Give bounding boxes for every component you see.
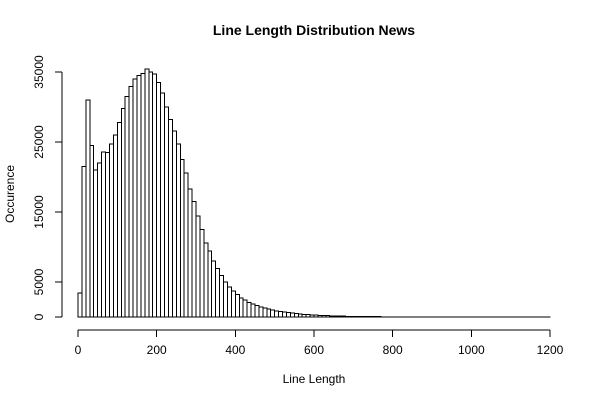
histogram-bar xyxy=(344,315,350,318)
histogram-bar xyxy=(270,309,276,318)
chart-title: Line Length Distribution News xyxy=(213,22,415,38)
histogram-bar xyxy=(77,292,83,318)
histogram-bar xyxy=(116,121,122,318)
histogram-bar xyxy=(191,201,197,318)
histogram-bar xyxy=(297,313,303,318)
histogram-bar xyxy=(211,260,217,318)
histogram-bar xyxy=(333,315,339,318)
histogram-bar xyxy=(175,143,181,318)
histogram-bar xyxy=(108,143,114,318)
histogram-bar xyxy=(187,188,193,318)
histogram-bar xyxy=(226,286,232,318)
histogram-bar xyxy=(81,166,87,318)
histogram-bar xyxy=(89,145,95,318)
histogram-bar xyxy=(254,304,260,318)
x-tick-label: 0 xyxy=(75,343,82,357)
y-tick-label: 0 xyxy=(32,313,46,320)
histogram-bar xyxy=(156,82,162,318)
histogram-bar xyxy=(219,275,225,318)
histogram-bar xyxy=(309,314,315,318)
histogram-bar xyxy=(341,315,346,318)
histogram-bar xyxy=(278,311,284,318)
histogram-bar xyxy=(238,297,244,318)
histogram-bar xyxy=(325,315,331,318)
x-ticks-group: 0 200 400 600 800 1000 1200 xyxy=(75,330,564,357)
histogram-bar xyxy=(207,250,213,318)
histogram-bar xyxy=(258,306,264,318)
histogram-bar xyxy=(136,75,142,318)
histogram-bar xyxy=(329,315,335,318)
histogram-bar xyxy=(93,169,99,318)
histogram-bar xyxy=(301,313,307,318)
x-tick-label: 200 xyxy=(147,343,167,357)
histogram-bar xyxy=(179,159,185,318)
histogram-bar xyxy=(317,314,323,318)
histogram-bar xyxy=(128,86,134,318)
histogram-bar xyxy=(285,312,291,318)
histogram-bar xyxy=(199,229,205,318)
histogram-bar xyxy=(152,73,158,318)
histogram-bar xyxy=(242,299,248,318)
y-ticks-group: 0 5000 15000 25000 35000 xyxy=(32,55,62,320)
histogram-bar xyxy=(97,162,103,318)
histogram-bar xyxy=(120,107,126,318)
histogram-bar xyxy=(148,71,154,318)
histogram-bar xyxy=(234,294,240,318)
histogram-bar xyxy=(348,315,354,318)
histogram-bar xyxy=(352,315,358,318)
y-tick-label: 25000 xyxy=(32,125,46,159)
histogram-bar xyxy=(337,315,343,318)
histogram-bar xyxy=(250,303,256,318)
histogram-bar xyxy=(289,312,295,318)
histogram-bar xyxy=(167,119,173,318)
histogram-bar xyxy=(85,99,91,318)
histogram-bar xyxy=(140,72,146,318)
histogram-bar xyxy=(313,314,319,318)
histogram-bar xyxy=(321,315,327,318)
x-tick-label: 1200 xyxy=(537,343,564,357)
x-axis-label: Line Length xyxy=(283,372,346,386)
histogram-bar xyxy=(101,151,107,318)
histogram-bar xyxy=(274,310,280,318)
histogram-bar xyxy=(164,106,169,318)
histogram-bar xyxy=(132,78,138,318)
y-tick-label: 35000 xyxy=(32,55,46,89)
histogram-bar xyxy=(230,290,236,318)
y-axis-label: Occurence xyxy=(3,165,17,223)
histogram-bar xyxy=(112,134,118,318)
x-tick-label: 800 xyxy=(383,343,403,357)
histogram-bar xyxy=(160,92,166,318)
histogram-bar xyxy=(246,301,252,318)
x-tick-label: 1000 xyxy=(458,343,485,357)
histogram-bar xyxy=(266,308,272,318)
histogram-bar xyxy=(171,130,177,318)
histogram-bar xyxy=(105,152,110,318)
histogram-bar xyxy=(124,96,130,318)
histogram-bar xyxy=(223,281,228,318)
x-tick-label: 400 xyxy=(225,343,245,357)
histogram-bar xyxy=(144,68,150,318)
histogram-bar xyxy=(282,311,287,318)
y-tick-label: 5000 xyxy=(32,268,46,295)
bars-group xyxy=(77,68,551,318)
histogram-bar xyxy=(262,307,268,318)
histogram-bar xyxy=(293,313,299,318)
histogram-bar xyxy=(215,268,221,318)
histogram-bar xyxy=(183,172,189,318)
y-tick-label: 15000 xyxy=(32,195,46,229)
histogram-bar xyxy=(203,242,209,318)
x-tick-label: 600 xyxy=(304,343,324,357)
histogram-bar xyxy=(305,314,311,318)
histogram-bar xyxy=(195,215,201,318)
